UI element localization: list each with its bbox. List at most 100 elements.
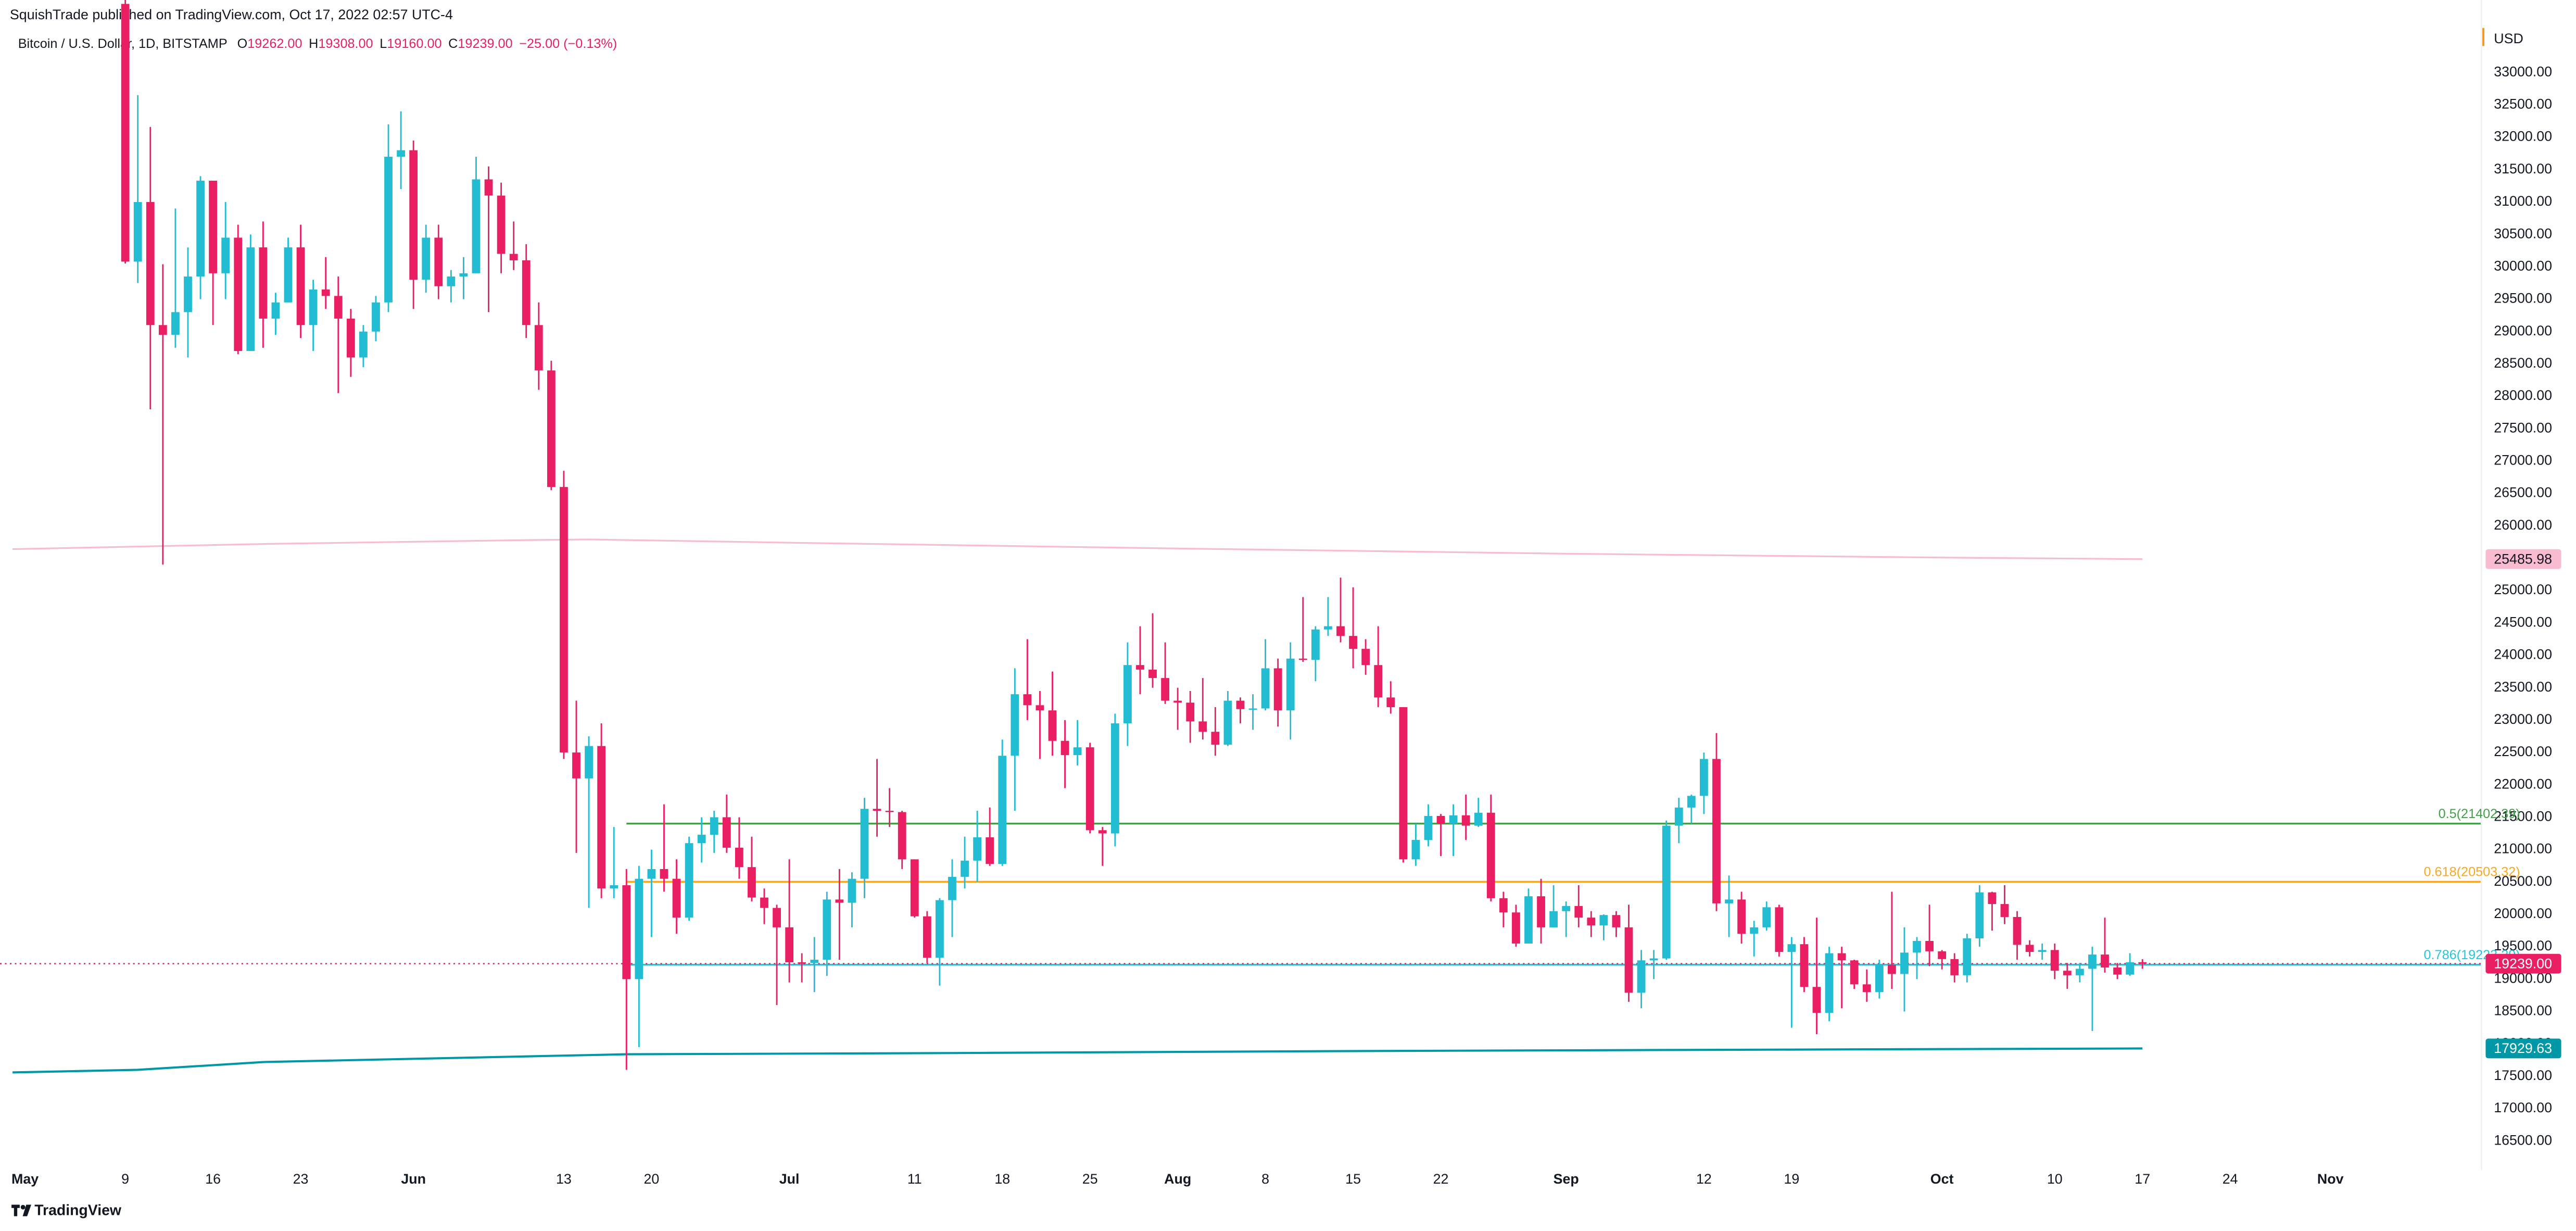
candle-body — [873, 809, 881, 811]
y-tick-label: 23500.00 — [2494, 679, 2552, 695]
candle-body — [1750, 927, 1759, 934]
x-tick-label: Sep — [1554, 1171, 1579, 1187]
legend-text: Bitcoin / U.S. Dollar, 1D, BITSTAMP O1926… — [18, 36, 617, 51]
candle-body — [2050, 950, 2059, 971]
candle-body — [1436, 815, 1445, 824]
candle-body — [1374, 665, 1383, 698]
footer-brand: TradingView — [34, 1202, 122, 1219]
candle-body — [948, 876, 956, 900]
candle-body — [1800, 944, 1809, 987]
y-tick-label: 32000.00 — [2494, 129, 2552, 144]
candle-body — [1248, 708, 1257, 710]
candle-body — [1649, 958, 1658, 961]
candle-body — [998, 756, 1007, 864]
fib-label: 0.618(20503.32) — [2424, 865, 2520, 880]
candle-body — [171, 312, 180, 335]
candle-body — [534, 325, 543, 371]
candle-body — [1098, 830, 1107, 834]
x-tick-label: Jul — [779, 1171, 800, 1187]
candle-body — [1775, 907, 1784, 952]
ohlc-value: 19308.00 — [318, 36, 373, 51]
y-tick-label: 28000.00 — [2494, 387, 2552, 403]
y-tick-label: 21000.00 — [2494, 841, 2552, 857]
price-tag — [2485, 549, 2561, 569]
y-tick-label: 30500.00 — [2494, 225, 2552, 241]
candle-body — [1787, 944, 1796, 952]
candle-body — [234, 237, 243, 351]
candle-body — [961, 860, 969, 877]
candle-body — [823, 899, 831, 960]
candle-body — [1913, 940, 1921, 953]
candle-body — [1161, 678, 1169, 701]
candle-body — [1938, 951, 1947, 959]
y-tick-label: 21500.00 — [2494, 809, 2552, 824]
candle-body — [572, 752, 580, 778]
candle-body — [2138, 962, 2147, 964]
y-tick-label: 25000.00 — [2494, 582, 2552, 597]
candle-body — [1537, 896, 1545, 927]
candle-body — [509, 254, 518, 260]
candle-body — [1612, 915, 1621, 927]
candle-body — [1236, 700, 1245, 709]
candle-body — [910, 859, 919, 916]
candle-body — [1624, 927, 1633, 993]
candle-body — [484, 179, 493, 196]
publish-info: SquishTrade published on TradingView.com… — [10, 7, 453, 22]
plot-area — [0, 0, 2481, 1074]
candle-body — [798, 962, 806, 964]
candle-body — [1311, 629, 1320, 660]
y-tick-label: 19500.00 — [2494, 938, 2552, 953]
x-tick-label: Jun — [401, 1171, 426, 1187]
y-tick-label: 30000.00 — [2494, 258, 2552, 273]
candle-body — [1574, 906, 1583, 918]
candle-body — [1048, 710, 1057, 741]
y-tick-label: 31500.00 — [2494, 161, 2552, 177]
candle-body — [1261, 668, 1270, 709]
candle-body — [585, 746, 593, 778]
candle-body — [184, 277, 192, 312]
y-tick-label: 17000.00 — [2494, 1100, 2552, 1115]
candle-body — [1486, 812, 1495, 898]
y-tick-label: 32500.00 — [2494, 96, 2552, 112]
candle-body — [1562, 906, 1571, 911]
candle-body — [1512, 912, 1520, 944]
candle-body — [1060, 740, 1069, 756]
candle-body — [835, 899, 844, 903]
candle-body — [1662, 825, 1671, 959]
y-tick-label: 22500.00 — [2494, 744, 2552, 759]
x-tick-label: 12 — [1696, 1171, 1712, 1187]
candle-body — [1298, 658, 1307, 660]
candle-body — [1975, 892, 1984, 939]
candle-body — [1198, 721, 1207, 732]
candle-body — [923, 916, 931, 958]
candle-body — [1700, 759, 1708, 796]
candle-body — [284, 247, 293, 303]
candle-body — [1737, 899, 1746, 934]
candle-body — [860, 809, 869, 879]
candle-body — [1712, 759, 1721, 903]
candle-body — [622, 885, 631, 979]
y-tick-label: 29000.00 — [2494, 323, 2552, 338]
candle-body — [121, 4, 130, 262]
x-tick-label: 22 — [1433, 1171, 1449, 1187]
candle-body — [1349, 636, 1357, 649]
candle-body — [1599, 915, 1608, 926]
candle-body — [1474, 812, 1483, 826]
y-tick-label: 24500.00 — [2494, 614, 2552, 630]
candle-body — [1850, 960, 1859, 985]
candle-body — [497, 195, 506, 254]
candle-body — [1988, 892, 1997, 905]
candle-body — [372, 302, 380, 332]
candle-body — [1900, 952, 1909, 974]
y-tick-label: 22000.00 — [2494, 776, 2552, 792]
candle-body — [1862, 984, 1871, 993]
candle-body — [146, 202, 155, 325]
candle-body — [2088, 954, 2097, 969]
y-tick-label: 20000.00 — [2494, 906, 2552, 921]
candle-body — [1036, 705, 1044, 711]
candle-body — [1411, 839, 1420, 860]
candle-body — [1687, 796, 1696, 808]
candle-body — [1211, 732, 1220, 745]
candle-body — [936, 900, 944, 958]
